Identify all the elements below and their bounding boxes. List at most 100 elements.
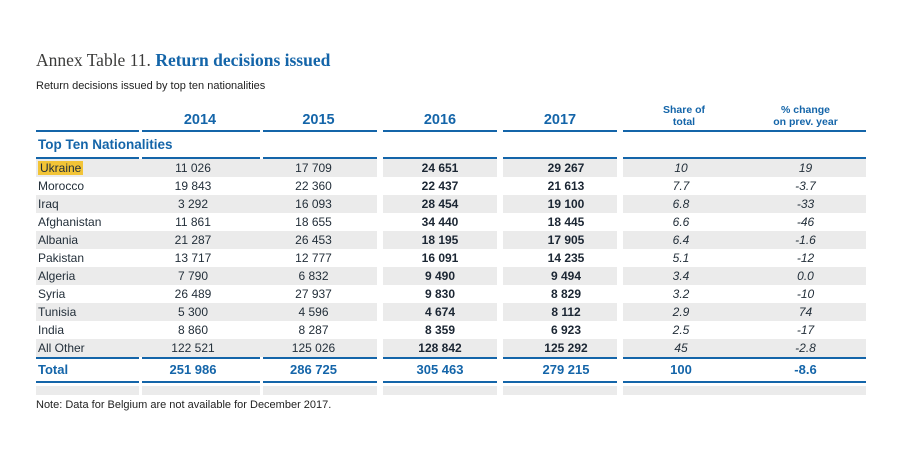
value-2017: 125 292 (503, 339, 617, 357)
value-2015: 125 026 (291, 341, 336, 355)
data-table: 2014 2015 2016 2017 Share of total % cha… (36, 95, 866, 395)
value-2017: 14 235 (547, 251, 585, 265)
nationality-label: Algeria (36, 267, 140, 285)
value-share: 5.1 (672, 251, 690, 265)
value-share: 45 (674, 341, 688, 355)
value-2014: 13 717 (174, 251, 212, 265)
value-change: 74 (798, 305, 813, 319)
table-row: India 8 860 8 287 8 359 6 923 2.5 -17 (36, 321, 866, 339)
value-change: 0.0 (797, 269, 814, 283)
value-2014: 11 026 (175, 161, 211, 175)
value-2015: 17 709 (295, 161, 332, 175)
nationality-label: Iraq (36, 195, 140, 213)
total-share: 100 (670, 362, 692, 377)
value-2017: 9 494 (503, 267, 617, 285)
nationality-text: Ukraine (38, 161, 84, 175)
value-2017: 29 267 (503, 159, 617, 177)
value-2015: 22 360 (295, 179, 332, 193)
value-2017: 19 100 (503, 195, 617, 213)
value-2016: 8 359 (424, 323, 456, 337)
value-share: 2.5 (672, 323, 690, 337)
header-group-right: Share of total % change on prev. year (623, 104, 866, 128)
table-row: Morocco 19 843 22 360 22 437 21 613 7.7 … (36, 177, 866, 195)
value-2014: 5 300 (177, 305, 209, 319)
value-share: 3.4 (672, 269, 690, 283)
value-2015: 16 093 (295, 197, 332, 211)
value-2015: 27 937 (295, 287, 332, 301)
col-header-2014: 2014 (183, 112, 217, 128)
header-group-left: 2014 2015 (36, 112, 377, 128)
value-2014: 11 861 (175, 215, 211, 229)
table-row: Algeria 7 790 6 832 9 490 9 494 3.4 0.0 (36, 267, 866, 285)
value-share: 6.4 (672, 233, 690, 247)
table-row: Iraq 3 292 16 093 28 454 19 100 6.8 -33 (36, 195, 866, 213)
nationality-text: Tunisia (38, 305, 77, 319)
value-2016: 128 842 (383, 339, 497, 357)
table-header-row: 2014 2015 2016 2017 Share of total % cha… (36, 95, 866, 130)
value-2016: 22 437 (421, 179, 459, 193)
value-2015: 18 655 (295, 215, 332, 229)
col-header-2016: 2016 (423, 112, 457, 128)
nationality-label: Ukraine (36, 159, 140, 177)
value-share: 6.8 (672, 197, 690, 211)
nationality-label: Afghanistan (36, 213, 140, 231)
total-2015: 286 725 (290, 362, 337, 377)
section-header-label: Top Ten Nationalities (38, 137, 173, 152)
nationality-label: India (36, 321, 140, 339)
change-header-line2: on prev. year (773, 115, 838, 128)
value-2016: 9 490 (383, 267, 497, 285)
col-header-2017: 2017 (543, 112, 577, 128)
total-row: Total 251 986 286 725 305 463 279 215 10… (36, 359, 866, 381)
total-2014: 251 986 (169, 362, 217, 377)
value-2014: 21 287 (174, 233, 212, 247)
value-2014: 122 521 (171, 341, 215, 355)
table-note: Note: Data for Belgium are not available… (36, 399, 332, 411)
value-2017: 6 923 (550, 323, 582, 337)
col-header-share-of-total: Share of total (623, 104, 745, 128)
nationality-label: Albania (36, 231, 140, 249)
nationality-label: Tunisia (36, 303, 140, 321)
value-change: -46 (796, 215, 815, 229)
nationality-text: All Other (38, 341, 85, 355)
table-title: Return decisions issued (155, 50, 331, 70)
nationality-text: Albania (38, 233, 79, 247)
value-2017: 17 905 (503, 231, 617, 249)
page-title: Annex Table 11. Return decisions issued (36, 50, 330, 71)
value-2017: 8 829 (550, 287, 582, 301)
value-2014: 8 860 (177, 323, 209, 337)
nationality-text: Syria (38, 287, 66, 301)
change-header-line1: % change (780, 104, 830, 116)
table-row: All Other 122 521 125 026 128 842 125 29… (36, 339, 866, 357)
nationality-label: Morocco (36, 177, 140, 195)
value-change: -3.7 (795, 179, 816, 193)
value-change: -10 (796, 287, 815, 301)
table-number-label: Annex Table 11. (36, 50, 151, 70)
section-header-row: Top Ten Nationalities (36, 132, 866, 157)
nationality-text: Pakistan (38, 251, 85, 265)
nationality-text: Afghanistan (38, 215, 102, 229)
value-2014: 3 292 (177, 197, 209, 211)
table-row: Tunisia 5 300 4 596 4 674 8 112 2.9 74 (36, 303, 866, 321)
value-2017: 8 112 (503, 303, 617, 321)
col-header-2015: 2015 (302, 112, 335, 128)
value-2015: 4 596 (298, 305, 329, 319)
section-rule (36, 157, 866, 159)
share-header-line2: total (672, 115, 696, 128)
nationality-label: All Other (36, 339, 140, 357)
value-change: -2.8 (795, 341, 816, 355)
value-2016: 28 454 (383, 195, 497, 213)
col-header-pct-change: % change on prev. year (745, 104, 866, 128)
value-change: -17 (796, 323, 815, 337)
table-subtitle: Return decisions issued by top ten natio… (36, 80, 266, 92)
value-2015: 8 287 (298, 323, 329, 337)
value-2014: 7 790 (177, 269, 209, 283)
value-share: 7.7 (672, 179, 690, 193)
value-2016: 34 440 (421, 215, 459, 229)
nationality-text: Morocco (38, 179, 85, 193)
post-total-rule (36, 381, 866, 383)
value-2016: 24 651 (383, 159, 497, 177)
value-2014: 19 843 (174, 179, 212, 193)
header-nationality-spacer (36, 112, 140, 128)
value-2016: 9 830 (424, 287, 456, 301)
